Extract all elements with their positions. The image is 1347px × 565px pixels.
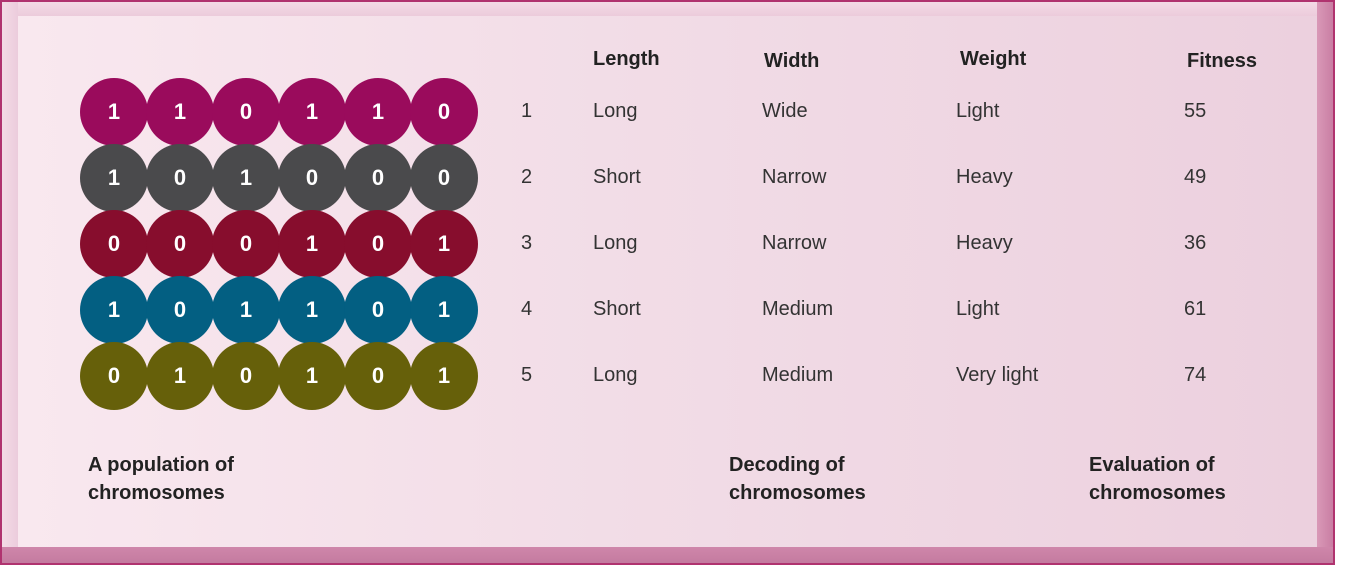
caption-evaluation: Evaluation of chromosomes bbox=[1089, 451, 1226, 507]
caption-evaluation-line-1: Evaluation of bbox=[1089, 454, 1215, 476]
cell-width: Narrow bbox=[762, 232, 827, 254]
row-index: 3 bbox=[521, 232, 533, 254]
gene-bit: 1 bbox=[344, 78, 412, 146]
cell-length: Long bbox=[593, 364, 638, 386]
gene-bit: 0 bbox=[410, 144, 478, 212]
gene-bit: 0 bbox=[344, 342, 412, 410]
cell-length: Long bbox=[593, 232, 638, 254]
frame-bevel-left bbox=[2, 2, 18, 563]
cell-length: Short bbox=[593, 166, 641, 188]
gene-bit: 1 bbox=[212, 276, 280, 344]
gene-bit: 1 bbox=[80, 144, 148, 212]
gene-bit: 1 bbox=[278, 78, 346, 146]
gene-bit: 0 bbox=[344, 210, 412, 278]
gene-bit: 1 bbox=[80, 276, 148, 344]
gene-bit: 1 bbox=[146, 78, 214, 146]
caption-population-line-2: chromosomes bbox=[88, 482, 225, 504]
cell-width: Medium bbox=[762, 364, 834, 386]
header-weight: Weight bbox=[960, 48, 1027, 70]
cell-weight: Heavy bbox=[956, 232, 1013, 254]
header-fitness: Fitness bbox=[1187, 50, 1258, 72]
cell-width: Narrow bbox=[762, 166, 827, 188]
cell-fitness: 36 bbox=[1184, 232, 1207, 254]
gene-bit: 1 bbox=[278, 342, 346, 410]
cell-weight: Heavy bbox=[956, 166, 1013, 188]
cell-weight: Very light bbox=[956, 364, 1039, 386]
gene-bit: 0 bbox=[212, 78, 280, 146]
caption-population: A population of chromosomes bbox=[88, 451, 234, 507]
gene-bit: 0 bbox=[146, 210, 214, 278]
cell-weight: Light bbox=[956, 298, 1000, 320]
gene-bit: 0 bbox=[410, 78, 478, 146]
frame-bevel-bottom bbox=[2, 547, 1333, 563]
gene-bit: 0 bbox=[80, 342, 148, 410]
caption-evaluation-line-2: chromosomes bbox=[1089, 482, 1226, 504]
gene-bit: 1 bbox=[410, 342, 478, 410]
gene-bit: 0 bbox=[212, 342, 280, 410]
cell-weight: Light bbox=[956, 100, 1000, 122]
caption-decoding-line-2: chromosomes bbox=[729, 482, 866, 504]
gene-bit: 0 bbox=[344, 144, 412, 212]
header-width: Width bbox=[764, 50, 820, 72]
header-length: Length bbox=[593, 48, 660, 70]
gene-bit: 0 bbox=[80, 210, 148, 278]
cell-fitness: 74 bbox=[1184, 364, 1207, 386]
row-index: 4 bbox=[521, 298, 533, 320]
gene-bit: 1 bbox=[278, 210, 346, 278]
cell-fitness: 61 bbox=[1184, 298, 1207, 320]
row-index: 2 bbox=[521, 166, 533, 188]
gene-bit: 0 bbox=[146, 276, 214, 344]
gene-bit: 0 bbox=[278, 144, 346, 212]
gene-bit: 0 bbox=[212, 210, 280, 278]
gene-bit: 1 bbox=[410, 210, 478, 278]
frame-bevel-right bbox=[1317, 2, 1333, 563]
row-index: 5 bbox=[521, 364, 533, 386]
frame-bevel-top bbox=[2, 2, 1333, 16]
cell-width: Wide bbox=[762, 100, 808, 122]
caption-decoding-line-1: Decoding of bbox=[729, 454, 845, 476]
gene-bit: 1 bbox=[212, 144, 280, 212]
caption-decoding: Decoding of chromosomes bbox=[729, 451, 866, 507]
cell-fitness: 49 bbox=[1184, 166, 1207, 188]
gene-bit: 1 bbox=[80, 78, 148, 146]
cell-width: Medium bbox=[762, 298, 834, 320]
gene-bit: 1 bbox=[410, 276, 478, 344]
gene-bit: 0 bbox=[146, 144, 214, 212]
gene-bit: 1 bbox=[146, 342, 214, 410]
row-index: 1 bbox=[521, 100, 533, 122]
cell-fitness: 55 bbox=[1184, 100, 1207, 122]
cell-length: Long bbox=[593, 100, 638, 122]
gene-bit: 1 bbox=[278, 276, 346, 344]
gene-bit: 0 bbox=[344, 276, 412, 344]
cell-length: Short bbox=[593, 298, 641, 320]
caption-population-line-1: A population of bbox=[88, 454, 234, 476]
